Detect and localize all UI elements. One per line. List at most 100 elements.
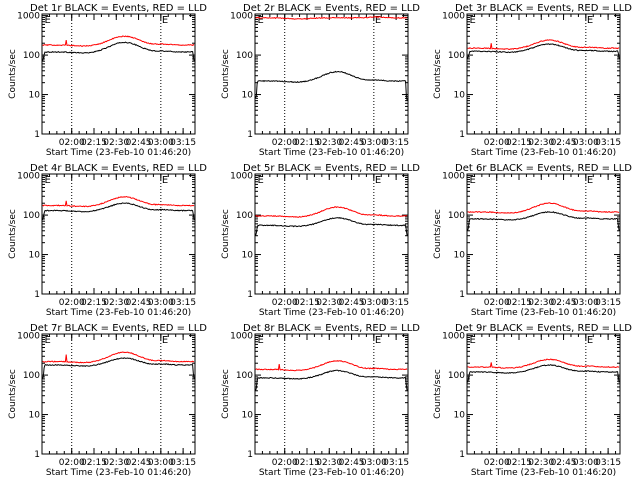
x-tick-label: 02:00 xyxy=(59,458,85,468)
chart-panel-2r: Det 2r BLACK = Events, RED = LLD 1 10 100 10… xyxy=(221,3,420,158)
x-tick-label: 03:15 xyxy=(383,138,409,148)
x-tick-label: 03:00 xyxy=(148,458,174,468)
x-axis-label: Start Time (23-Feb-10 01:46:20) xyxy=(471,148,616,158)
event-marker-label: E xyxy=(44,175,50,186)
x-tick-label: 02:15 xyxy=(506,298,532,308)
event-marker-label: E xyxy=(162,335,168,346)
x-tick-label: 02:45 xyxy=(551,298,577,308)
y-axis-label: Counts/sec xyxy=(433,49,443,99)
x-tick-label: 02:30 xyxy=(528,138,554,148)
x-tick-label: 02:30 xyxy=(103,138,129,148)
event-marker-label: E xyxy=(469,175,475,186)
x-tick-label: 03:15 xyxy=(170,138,196,148)
x-tick-label: 02:45 xyxy=(126,138,152,148)
y-tick-label: 1 xyxy=(247,450,253,460)
x-axis-label: Start Time (23-Feb-10 01:46:20) xyxy=(259,308,404,318)
y-axis-label: Counts/sec xyxy=(433,369,443,419)
x-tick-label: 03:00 xyxy=(573,298,599,308)
event-marker-label: E xyxy=(375,335,381,346)
y-axis-label: Counts/sec xyxy=(221,369,231,419)
x-tick-label: 02:30 xyxy=(528,298,554,308)
x-tick-label: 03:15 xyxy=(595,138,621,148)
event-marker-label: E xyxy=(257,175,263,186)
event-marker-label: E xyxy=(162,175,168,186)
y-tick-label: 1000 xyxy=(442,12,465,22)
y-tick-label: 10 xyxy=(242,251,254,261)
y-tick-label: 100 xyxy=(23,371,40,381)
y-tick-label: 10 xyxy=(242,411,254,421)
events-series-line xyxy=(42,357,195,380)
x-tick-label: 02:00 xyxy=(272,138,298,148)
x-tick-label: 02:45 xyxy=(339,138,365,148)
y-tick-label: 1 xyxy=(34,290,40,300)
y-tick-label: 1 xyxy=(459,130,465,140)
event-marker-label: E xyxy=(469,15,475,26)
x-axis-label: Start Time (23-Feb-10 01:46:20) xyxy=(471,308,616,318)
y-tick-label: 1000 xyxy=(17,172,40,182)
x-axis-label: Start Time (23-Feb-10 01:46:20) xyxy=(471,468,616,478)
event-marker-label: E xyxy=(44,335,50,346)
plot-frame xyxy=(254,333,409,455)
chart-panel-8r: Det 8r BLACK = Events, RED = LLD 1 10 100 10… xyxy=(221,323,420,478)
x-tick-label: 02:15 xyxy=(81,458,107,468)
event-marker-label: E xyxy=(375,15,381,26)
panel-title: Det 9r BLACK = Events, RED = LLD xyxy=(455,323,632,334)
x-tick-label: 02:15 xyxy=(81,298,107,308)
lld-series-line xyxy=(255,359,408,372)
y-axis-label: Counts/sec xyxy=(8,49,18,99)
panel-title: Det 4r BLACK = Events, RED = LLD xyxy=(30,163,207,174)
events-series-line xyxy=(255,216,408,236)
panel-title: Det 2r BLACK = Events, RED = LLD xyxy=(243,3,420,14)
x-tick-label: 03:00 xyxy=(361,458,387,468)
y-tick-label: 100 xyxy=(23,211,40,221)
chart-panel-9r: Det 9r BLACK = Events, RED = LLD 1 10 100 10… xyxy=(433,323,632,478)
events-series-line xyxy=(255,369,408,391)
x-tick-label: 03:15 xyxy=(170,298,196,308)
y-tick-label: 10 xyxy=(242,91,254,101)
lld-series-line xyxy=(42,351,195,364)
y-axis-label: Counts/sec xyxy=(221,209,231,259)
y-tick-label: 100 xyxy=(23,51,40,61)
chart-panel-3r: Det 3r BLACK = Events, RED = LLD 1 10 100 10… xyxy=(433,3,632,158)
x-tick-label: 02:45 xyxy=(339,458,365,468)
x-tick-label: 02:00 xyxy=(484,138,510,148)
y-tick-label: 1 xyxy=(34,450,40,460)
x-tick-label: 02:00 xyxy=(484,458,510,468)
x-tick-label: 02:00 xyxy=(59,138,85,148)
panel-title: Det 7r BLACK = Events, RED = LLD xyxy=(30,323,207,334)
lld-series-line xyxy=(467,202,620,214)
event-marker-label: E xyxy=(587,175,593,186)
y-tick-label: 100 xyxy=(448,371,465,381)
event-marker-label: E xyxy=(375,175,381,186)
x-tick-label: 02:15 xyxy=(294,298,320,308)
lld-series-line xyxy=(467,358,620,369)
x-tick-label: 03:15 xyxy=(595,298,621,308)
y-tick-label: 100 xyxy=(236,51,253,61)
event-marker-label: E xyxy=(587,335,593,346)
x-tick-label: 02:00 xyxy=(272,458,298,468)
y-tick-label: 1000 xyxy=(230,172,253,182)
x-tick-label: 02:30 xyxy=(103,298,129,308)
events-series-line xyxy=(467,211,620,231)
x-tick-label: 02:30 xyxy=(316,298,342,308)
plot-frame xyxy=(466,333,621,455)
y-axis-label: Counts/sec xyxy=(8,209,18,259)
event-marker-label: E xyxy=(257,335,263,346)
x-tick-label: 02:15 xyxy=(294,138,320,148)
chart-panel-1r: Det 1r BLACK = Events, RED = LLD 1 10 100 10… xyxy=(8,3,207,158)
plot-frame xyxy=(254,13,409,135)
y-tick-label: 1000 xyxy=(230,12,253,22)
x-axis-label: Start Time (23-Feb-10 01:46:20) xyxy=(46,468,191,478)
y-tick-label: 1 xyxy=(34,130,40,140)
y-tick-label: 10 xyxy=(29,251,41,261)
x-tick-label: 02:15 xyxy=(294,458,320,468)
x-tick-label: 02:30 xyxy=(528,458,554,468)
x-tick-label: 02:45 xyxy=(551,138,577,148)
y-tick-label: 1000 xyxy=(442,172,465,182)
x-axis-label: Start Time (23-Feb-10 01:46:20) xyxy=(259,468,404,478)
x-tick-label: 03:00 xyxy=(573,138,599,148)
x-tick-label: 02:45 xyxy=(339,298,365,308)
panel-title: Det 3r BLACK = Events, RED = LLD xyxy=(455,3,632,14)
plot-frame xyxy=(466,173,621,295)
